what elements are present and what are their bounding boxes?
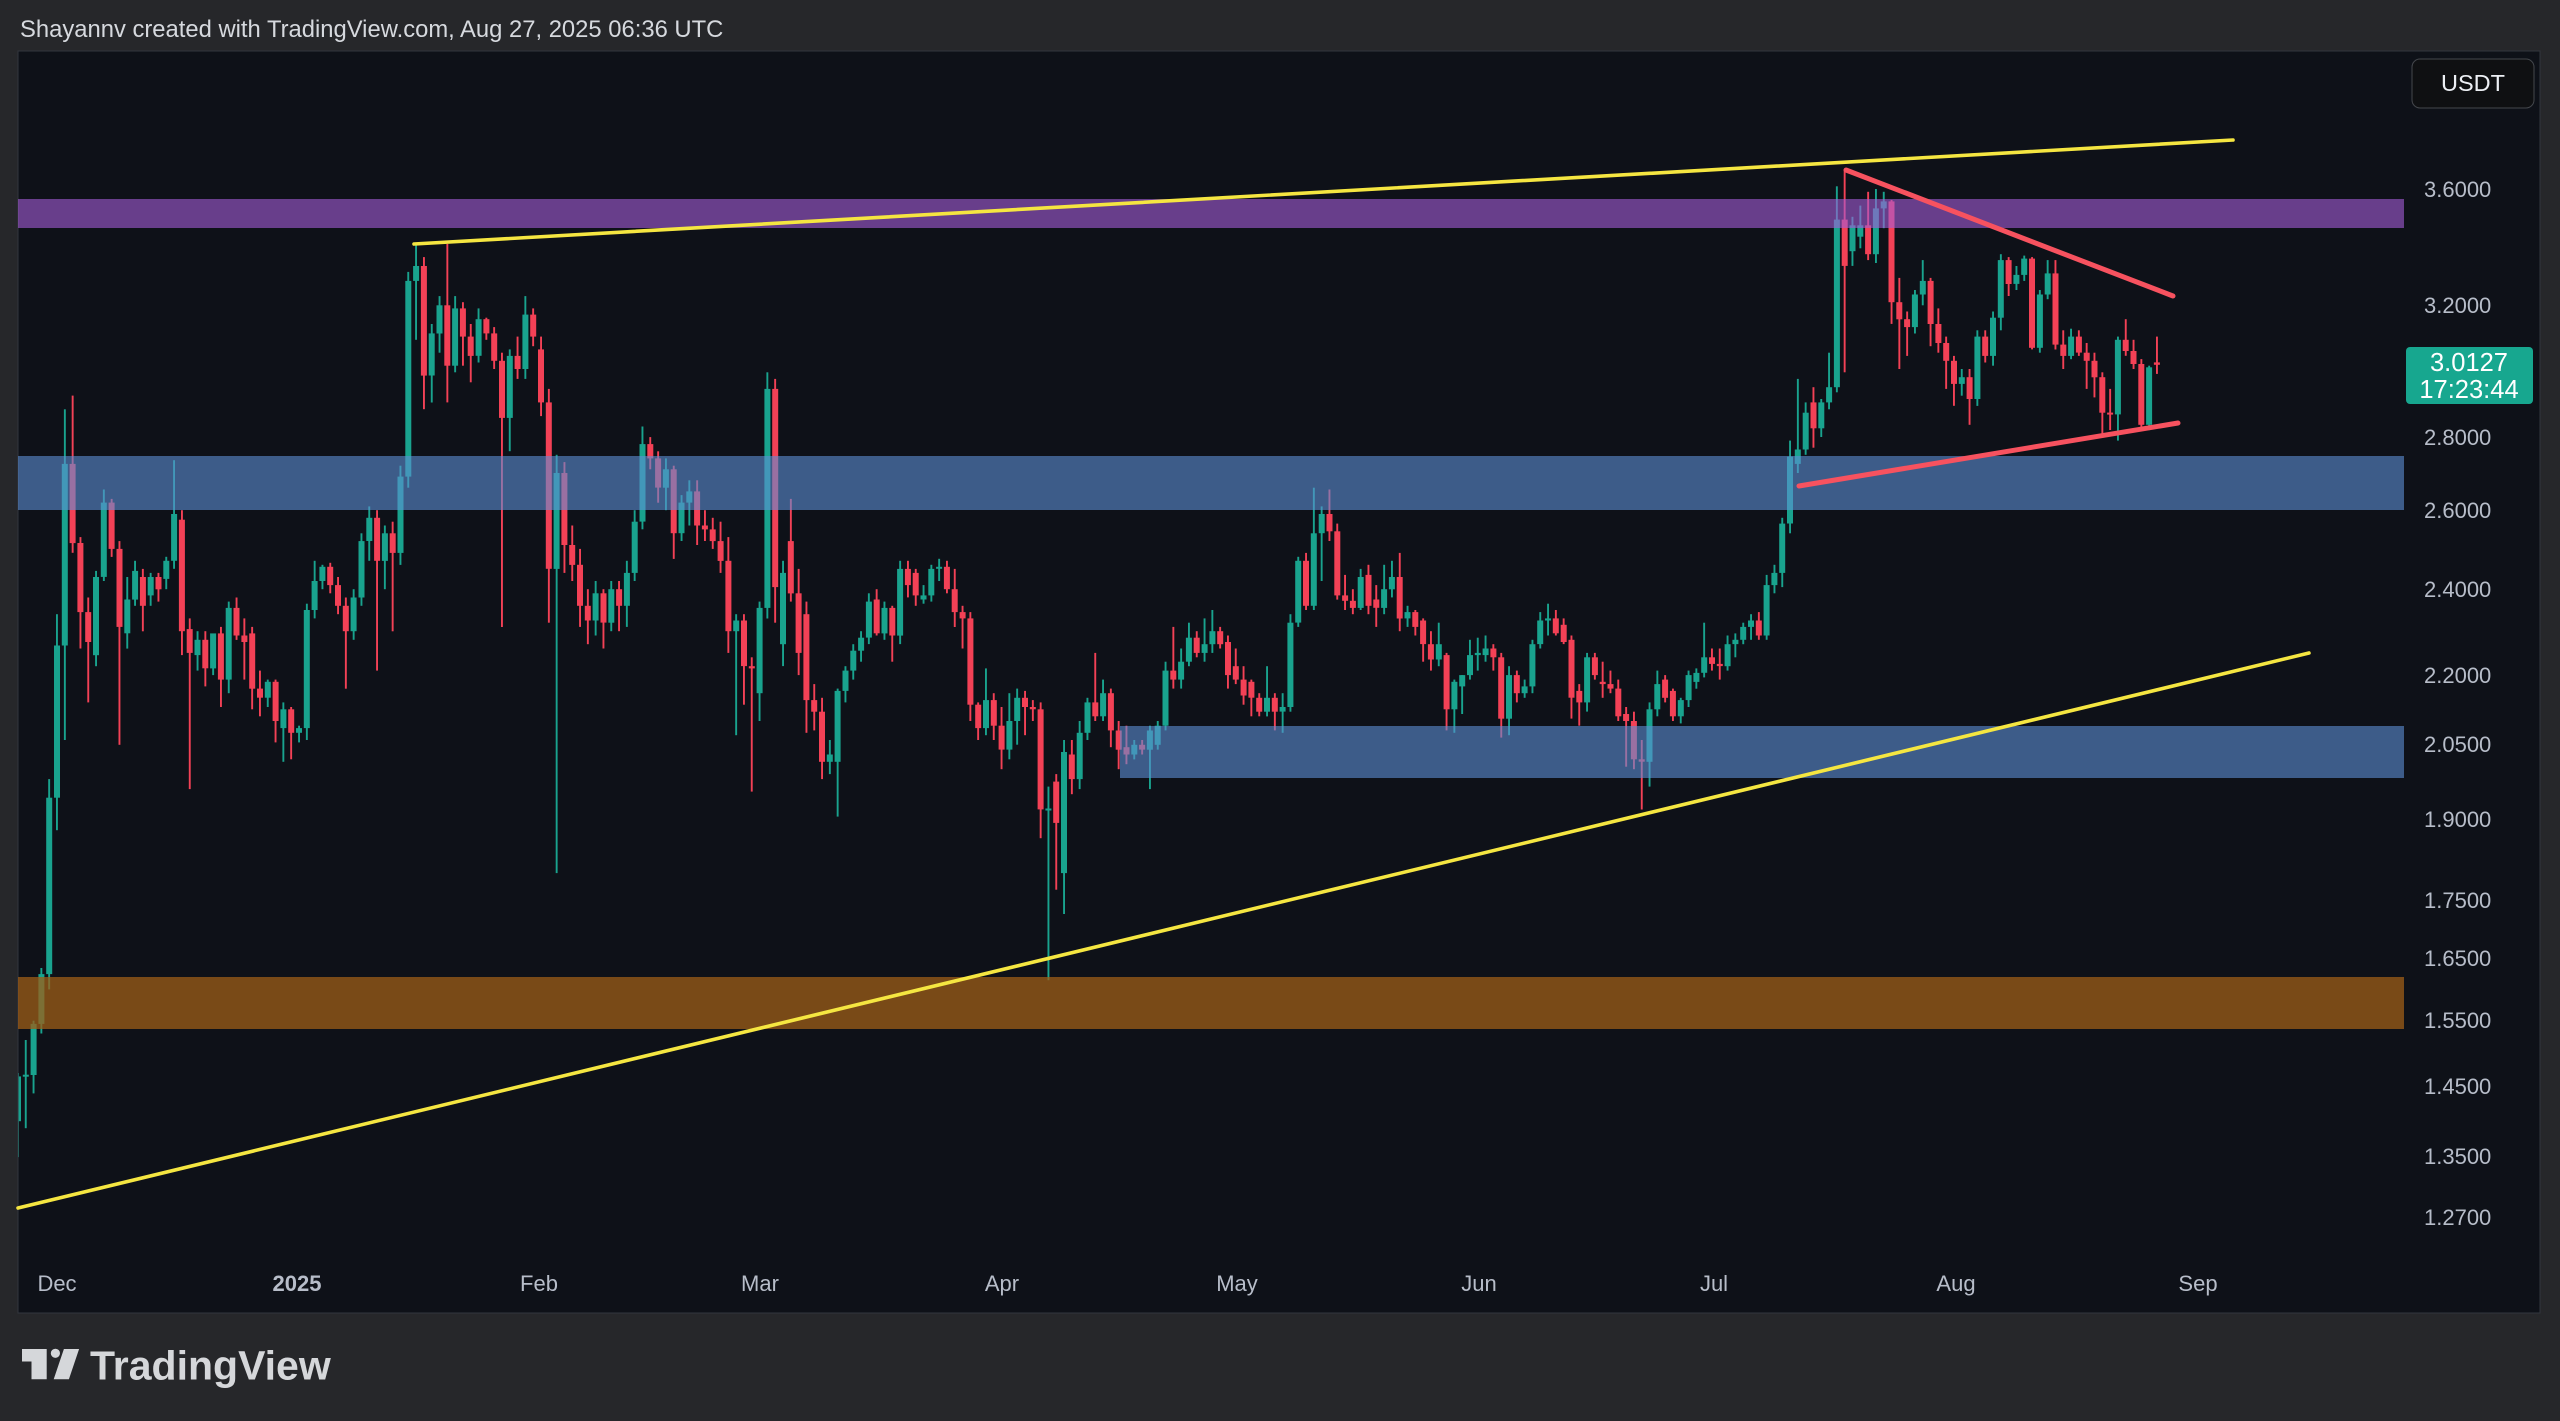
svg-text:17:23:44: 17:23:44 [2419, 376, 2518, 404]
svg-text:Jun: Jun [1461, 1271, 1496, 1296]
svg-text:Shayannv created with TradingV: Shayannv created with TradingView.com, A… [20, 16, 723, 43]
svg-text:USDT: USDT [2441, 70, 2505, 96]
svg-text:TradingView: TradingView [90, 1343, 331, 1389]
svg-text:1.2700: 1.2700 [2424, 1205, 2491, 1230]
svg-text:2.8000: 2.8000 [2424, 425, 2491, 450]
svg-text:1.9000: 1.9000 [2424, 807, 2491, 832]
svg-text:Feb: Feb [520, 1271, 558, 1296]
svg-text:1.3500: 1.3500 [2424, 1144, 2491, 1169]
svg-text:1.7500: 1.7500 [2424, 888, 2491, 913]
svg-text:Mar: Mar [741, 1271, 779, 1296]
svg-text:2.6000: 2.6000 [2424, 498, 2491, 523]
svg-text:2.2000: 2.2000 [2424, 663, 2491, 688]
svg-text:May: May [1216, 1271, 1258, 1296]
svg-text:2025: 2025 [273, 1271, 322, 1296]
svg-text:Sep: Sep [2178, 1271, 2217, 1296]
svg-text:3.2000: 3.2000 [2424, 293, 2491, 318]
svg-text:Jul: Jul [1700, 1271, 1728, 1296]
svg-text:Dec: Dec [37, 1271, 76, 1296]
svg-text:Aug: Aug [1936, 1271, 1975, 1296]
svg-text:2.0500: 2.0500 [2424, 732, 2491, 757]
svg-text:1.5500: 1.5500 [2424, 1008, 2491, 1033]
svg-text:2.4000: 2.4000 [2424, 577, 2491, 602]
svg-text:1.4500: 1.4500 [2424, 1074, 2491, 1099]
svg-text:Apr: Apr [985, 1271, 1019, 1296]
svg-text:3.6000: 3.6000 [2424, 177, 2491, 202]
svg-text:1.6500: 1.6500 [2424, 946, 2491, 971]
svg-text:3.0127: 3.0127 [2430, 349, 2508, 377]
